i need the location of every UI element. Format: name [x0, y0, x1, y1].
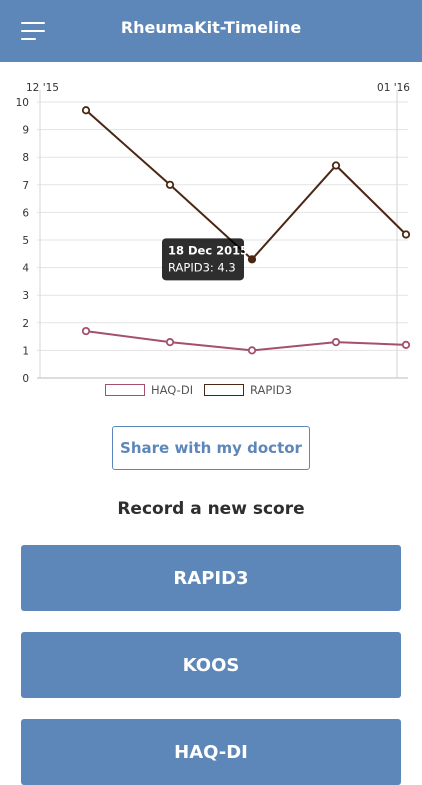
koos-button[interactable]: KOOS	[21, 632, 401, 698]
data-point	[165, 180, 175, 189]
data-point	[81, 106, 91, 115]
series-line-haq-di	[85, 330, 407, 352]
timeline-chart-svg: 0 1 2 3 4 5 6 7 8 9 10 12 '15 01 '16 18 Dec 2015 RAPID…	[16, 82, 411, 385]
data-point	[247, 346, 257, 355]
y-tick-label: 4	[22, 263, 29, 275]
legend-label: RAPID3	[250, 383, 292, 397]
hamburger-menu-icon[interactable]	[21, 22, 45, 40]
y-tick-label: 3	[22, 290, 29, 302]
legend-swatch	[105, 384, 145, 396]
data-point	[401, 230, 411, 239]
haq-di-button[interactable]: HAQ-DI	[21, 719, 401, 785]
legend-item-rapid3[interactable]: RAPID3	[204, 383, 292, 397]
chart-legend: HAQ-DI RAPID3	[0, 383, 422, 403]
y-tick-label: 6	[22, 207, 29, 219]
y-tick-label: 9	[22, 125, 29, 137]
tooltip-body: RAPID3: 4.3	[168, 260, 236, 274]
data-point	[247, 255, 257, 264]
page-title: RheumaKit-Timeline	[120, 18, 302, 37]
app-header: RheumaKit-Timeline	[0, 0, 422, 62]
timeline-chart: 0 1 2 3 4 5 6 7 8 9 10 12 '15 01 '16 18 Dec 2015 RAPID…	[0, 62, 422, 410]
legend-item-haq-di[interactable]: HAQ-DI	[105, 383, 193, 397]
data-point	[165, 338, 175, 347]
share-with-doctor-button[interactable]: Share with my doctor	[112, 426, 310, 470]
x-tick-label: 12 '15	[26, 82, 59, 94]
record-section-title: Record a new score	[117, 499, 305, 519]
y-tick-label: 7	[22, 180, 29, 192]
tooltip-box	[162, 238, 244, 281]
y-tick-label: 1	[22, 345, 29, 357]
data-point	[331, 338, 341, 347]
y-tick-label: 8	[22, 152, 29, 164]
data-point	[331, 161, 341, 170]
legend-swatch	[204, 384, 244, 396]
y-tick-label: 2	[22, 318, 29, 330]
y-tick-label: 5	[22, 235, 29, 247]
y-tick-label: 10	[16, 97, 29, 109]
data-point	[81, 326, 91, 336]
y-tick-label: 0	[22, 373, 29, 385]
legend-label: HAQ-DI	[151, 383, 194, 397]
tooltip-title: 18 Dec 2015	[168, 243, 248, 257]
x-tick-label: 01 '16	[377, 82, 410, 94]
rapid3-button[interactable]: RAPID3	[21, 545, 401, 611]
data-point	[401, 340, 411, 349]
